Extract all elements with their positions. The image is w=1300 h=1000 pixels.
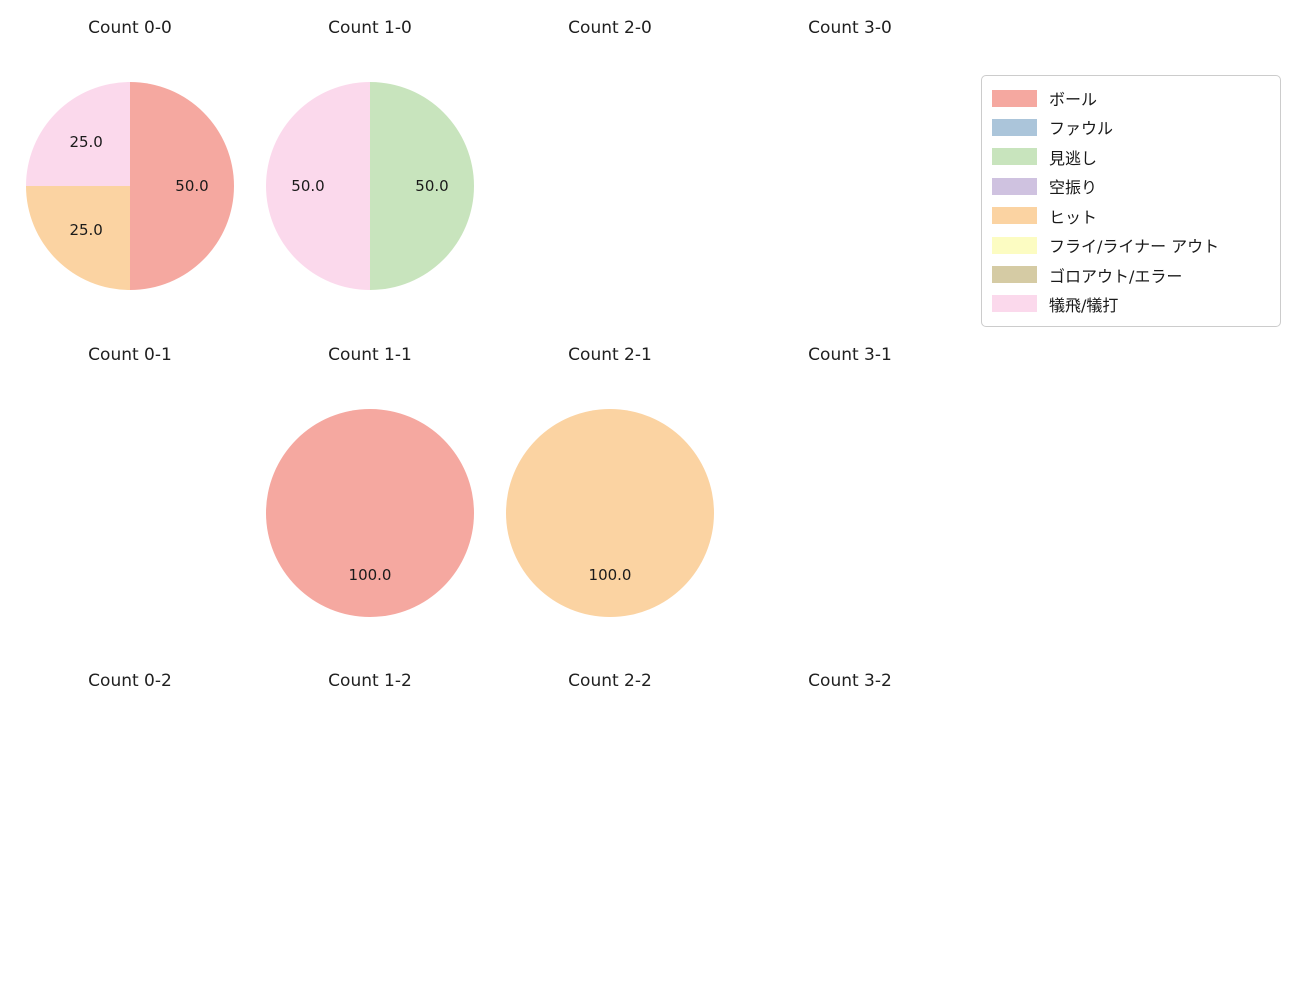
legend-item: 見逃し [992, 145, 1270, 169]
slice-value-label: 25.0 [69, 220, 103, 239]
subplot-count-0-1: Count 0-1 [10, 343, 250, 643]
pie-chart: 100.0 [266, 409, 474, 617]
subplot-title: Count 0-1 [88, 345, 172, 365]
subplot-title: Count 1-2 [328, 671, 412, 691]
subplot-title: Count 3-1 [808, 345, 892, 365]
legend-color-swatch [992, 118, 1037, 136]
subplot-count-3-2: Count 3-2 [730, 669, 970, 969]
legend-label: 犠飛/犠打 [1049, 295, 1119, 315]
legend-color-swatch [992, 148, 1037, 166]
slice-value-label: 50.0 [415, 177, 449, 195]
slice-value-label: 100.0 [348, 566, 392, 584]
legend-label: フライ/ライナー アウト [1049, 237, 1220, 257]
legend-color-swatch [992, 236, 1037, 254]
legend-color-swatch [992, 295, 1037, 313]
legend-item: 空振り [992, 174, 1270, 198]
pie-chart: 50.0 25.0 25.0 [26, 82, 234, 290]
legend-label: 見逃し [1049, 148, 1098, 168]
subplot-count-2-1: Count 2-1 100.0 [490, 343, 730, 643]
subplot-count-1-0: Count 1-0 50.0 50.0 [250, 16, 490, 316]
legend-label: 空振り [1049, 178, 1098, 198]
subplot-title: Count 3-2 [808, 671, 892, 691]
subplot-count-2-2: Count 2-2 [490, 669, 730, 969]
subplot-count-1-1: Count 1-1 100.0 [250, 343, 490, 643]
subplot-count-2-0: Count 2-0 [490, 16, 730, 316]
slice-value-label: 50.0 [291, 177, 325, 195]
legend-item: ボール [992, 86, 1270, 110]
legend-item: フライ/ライナー アウト [992, 233, 1270, 257]
subplot-count-1-2: Count 1-2 [250, 669, 490, 969]
legend-label: ファウル [1049, 119, 1114, 139]
subplot-title: Count 0-0 [88, 18, 172, 38]
legend-label: ボール [1049, 90, 1098, 109]
subplot-count-0-2: Count 0-2 [10, 669, 250, 969]
legend: ボールファウル見逃し空振りヒットフライ/ライナー アウト ゴロアウト/エラー 犠飛/… [981, 75, 1281, 327]
legend-item: ヒット [992, 204, 1270, 228]
subplot-title: Count 0-2 [88, 671, 172, 691]
legend-color-swatch [992, 89, 1037, 107]
subplot-title: Count 2-1 [568, 345, 652, 365]
slice-value-label: 50.0 [175, 177, 209, 195]
subplot-title: Count 2-2 [568, 671, 652, 691]
subplot-title: Count 1-1 [328, 345, 412, 365]
legend-color-swatch [992, 177, 1037, 195]
subplot-count-0-0: Count 0-0 50.0 25.0 25.0 [10, 16, 250, 316]
legend-label: ゴロアウト/エラー [1049, 266, 1183, 286]
subplot-count-3-0: Count 3-0 [730, 16, 970, 316]
legend-item: ファウル [992, 115, 1270, 139]
legend-item: ゴロアウト/エラー [992, 263, 1270, 287]
pie-chart: 50.0 50.0 [266, 82, 474, 290]
subplot-title: Count 2-0 [568, 18, 652, 38]
slice-value-label: 100.0 [588, 566, 632, 584]
legend-color-swatch [992, 207, 1037, 225]
legend-item: 犠飛/犠打 [992, 292, 1270, 316]
pie-chart: 100.0 [506, 409, 714, 617]
subplot-title: Count 3-0 [808, 18, 892, 38]
subplot-title: Count 1-0 [328, 18, 412, 38]
slice-value-label: 25.0 [69, 133, 103, 152]
legend-label: ヒット [1049, 207, 1098, 227]
subplot-count-3-1: Count 3-1 [730, 343, 970, 643]
legend-color-swatch [992, 266, 1037, 284]
